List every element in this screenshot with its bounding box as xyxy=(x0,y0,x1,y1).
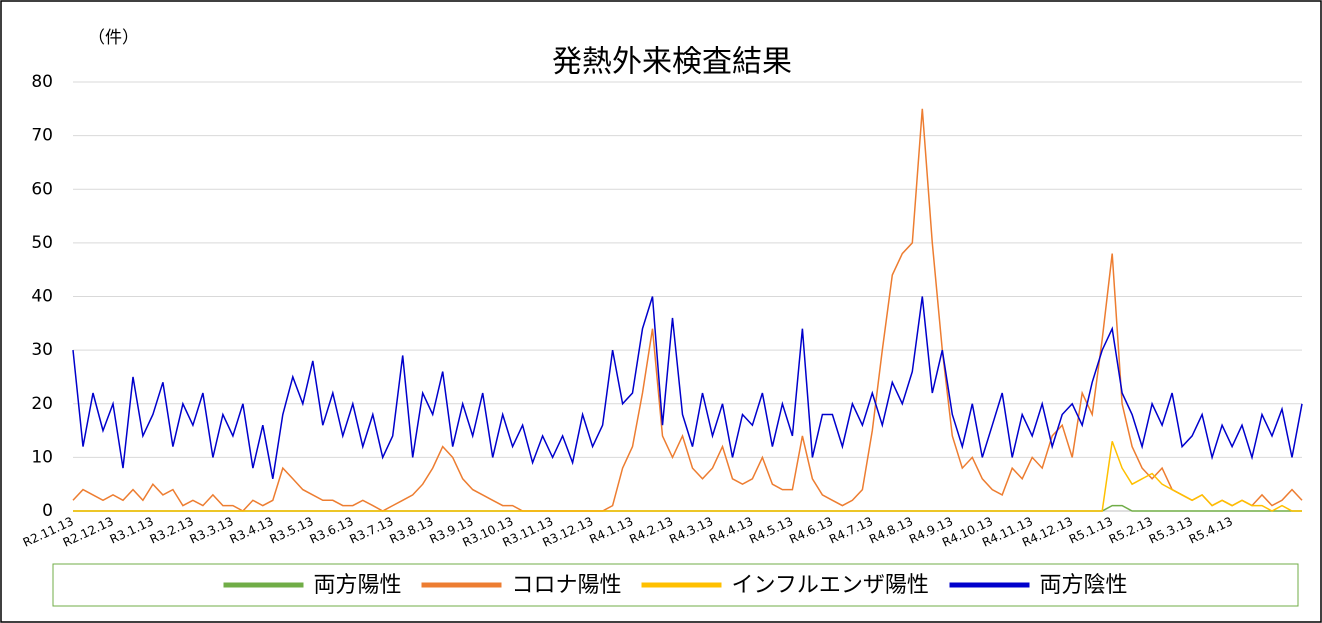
legend-box xyxy=(52,563,1299,607)
series-line xyxy=(72,108,1303,512)
legend-label: コロナ陽性 xyxy=(512,573,622,598)
y-tick-label: 60 xyxy=(31,179,53,199)
series-line xyxy=(73,441,1302,512)
y-axis-label: （件） xyxy=(88,28,139,48)
legend-label: 両方陰性 xyxy=(1040,573,1128,598)
legend-label: 両方陽性 xyxy=(314,573,402,598)
legend-label: インフルエンザ陽性 xyxy=(732,573,929,598)
y-tick-label: 10 xyxy=(31,447,53,467)
y-tick-label: 70 xyxy=(31,126,53,146)
y-tick-label: 40 xyxy=(31,287,53,307)
y-tick-label: 80 xyxy=(31,72,53,92)
y-tick-label: 50 xyxy=(31,233,53,253)
y-tick-label: 20 xyxy=(31,394,53,414)
y-tick-label: 0 xyxy=(42,501,53,521)
chart-title: 発熱外来検査結果 xyxy=(552,45,792,80)
y-tick-label: 30 xyxy=(31,340,53,360)
series-line xyxy=(72,296,1303,479)
